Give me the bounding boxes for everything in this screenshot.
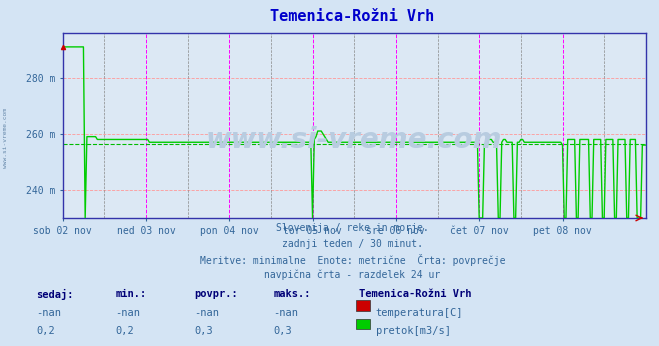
Text: Slovenija / reke in morje.: Slovenija / reke in morje. <box>276 223 429 233</box>
Text: www.si-vreme.com: www.si-vreme.com <box>3 108 8 169</box>
Text: -nan: -nan <box>36 308 61 318</box>
Text: www.si-vreme.com: www.si-vreme.com <box>206 126 502 154</box>
Text: 0,2: 0,2 <box>115 326 134 336</box>
Text: -nan: -nan <box>194 308 219 318</box>
Text: maks.:: maks.: <box>273 289 311 299</box>
Text: navpična črta - razdelek 24 ur: navpična črta - razdelek 24 ur <box>264 270 441 280</box>
Text: Temenica-Rožni Vrh: Temenica-Rožni Vrh <box>270 9 435 24</box>
Text: pretok[m3/s]: pretok[m3/s] <box>376 326 451 336</box>
Text: 0,3: 0,3 <box>194 326 213 336</box>
Text: min.:: min.: <box>115 289 146 299</box>
Text: sedaj:: sedaj: <box>36 289 74 300</box>
Text: Temenica-Rožni Vrh: Temenica-Rožni Vrh <box>359 289 472 299</box>
Text: povpr.:: povpr.: <box>194 289 238 299</box>
Text: 0,3: 0,3 <box>273 326 292 336</box>
Text: zadnji teden / 30 minut.: zadnji teden / 30 minut. <box>282 239 423 249</box>
Text: Meritve: minimalne  Enote: metrične  Črta: povprečje: Meritve: minimalne Enote: metrične Črta:… <box>200 254 505 266</box>
Text: -nan: -nan <box>273 308 299 318</box>
Text: 0,2: 0,2 <box>36 326 55 336</box>
Text: -nan: -nan <box>115 308 140 318</box>
Text: temperatura[C]: temperatura[C] <box>376 308 463 318</box>
